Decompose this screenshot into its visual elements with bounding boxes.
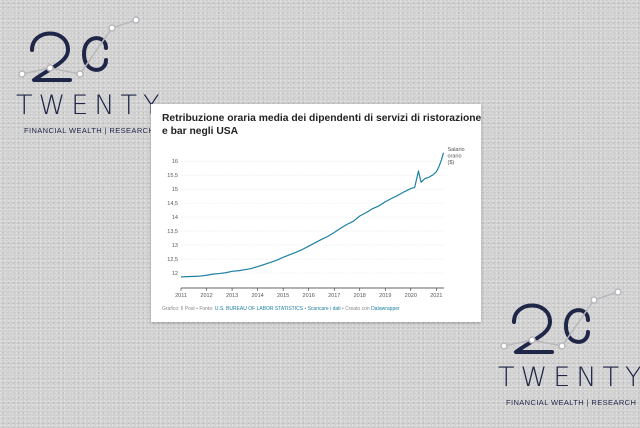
twenty-logo-mark bbox=[500, 288, 622, 354]
y-tick-label: 13,5 bbox=[167, 229, 178, 235]
x-tick-label: 2020 bbox=[405, 293, 417, 299]
twenty-logo-mark bbox=[18, 16, 140, 82]
x-tick-label: 2018 bbox=[354, 293, 366, 299]
datawrapper-link[interactable]: Datawrapper bbox=[371, 306, 400, 312]
series-label: ($) bbox=[447, 160, 454, 166]
y-tick-label: 14 bbox=[172, 215, 178, 221]
twenty-logo-top: TWENTY FINANCIAL WEALTH | RESEARCH bbox=[10, 14, 160, 144]
chart-title: Retribuzione oraria media dei dipendenti… bbox=[162, 113, 482, 137]
chart-card: Retribuzione oraria media dei dipendenti… bbox=[151, 104, 481, 322]
y-tick-label: 13 bbox=[172, 243, 178, 249]
series-label: Salario bbox=[447, 147, 464, 153]
x-tick-label: 2016 bbox=[303, 293, 315, 299]
source-prefix: Grafico: Il Post • Fonte: bbox=[162, 306, 215, 312]
x-tick-label: 2021 bbox=[430, 293, 442, 299]
x-tick-label: 2014 bbox=[251, 293, 263, 299]
x-tick-label: 2019 bbox=[379, 293, 391, 299]
y-tick-label: 12,5 bbox=[167, 257, 178, 263]
y-tick-label: 15,5 bbox=[167, 173, 178, 179]
logo-wordmark: TWENTY bbox=[498, 362, 640, 393]
twenty-logo-bottom: TWENTY FINANCIAL WEALTH | RESEARCH bbox=[492, 286, 640, 416]
download-data-link[interactable]: Scaricare i dati bbox=[307, 306, 341, 312]
y-tick-label: 14,5 bbox=[167, 201, 178, 207]
x-tick-label: 2012 bbox=[200, 293, 212, 299]
separator: • bbox=[303, 306, 308, 312]
x-tick-label: 2017 bbox=[328, 293, 340, 299]
x-tick-label: 2013 bbox=[226, 293, 238, 299]
x-tick-label: 2011 bbox=[175, 293, 187, 299]
logo-wordmark: TWENTY bbox=[16, 90, 166, 121]
logo-tagline: FINANCIAL WEALTH | RESEARCH bbox=[506, 398, 637, 407]
chart-footer: Grafico: Il Post • Fonte: U.S. BUREAU OF… bbox=[162, 306, 400, 312]
x-tick-label: 2015 bbox=[277, 293, 289, 299]
source-link[interactable]: U.S. BUREAU OF LABOR STATISTICS bbox=[214, 306, 304, 312]
logo-tagline: FINANCIAL WEALTH | RESEARCH bbox=[24, 126, 155, 135]
created-prefix: • Creato con bbox=[340, 306, 372, 312]
series-label: orario bbox=[447, 153, 461, 159]
y-tick-label: 12 bbox=[172, 271, 178, 277]
series-line bbox=[180, 152, 445, 278]
y-tick-label: 16 bbox=[172, 159, 178, 165]
wage-line-chart: 12 12,5 13 13,5 14 14,5 15 15,5 16 2011 2012 2013 20… bbox=[167, 147, 464, 299]
y-tick-label: 15 bbox=[172, 187, 178, 193]
